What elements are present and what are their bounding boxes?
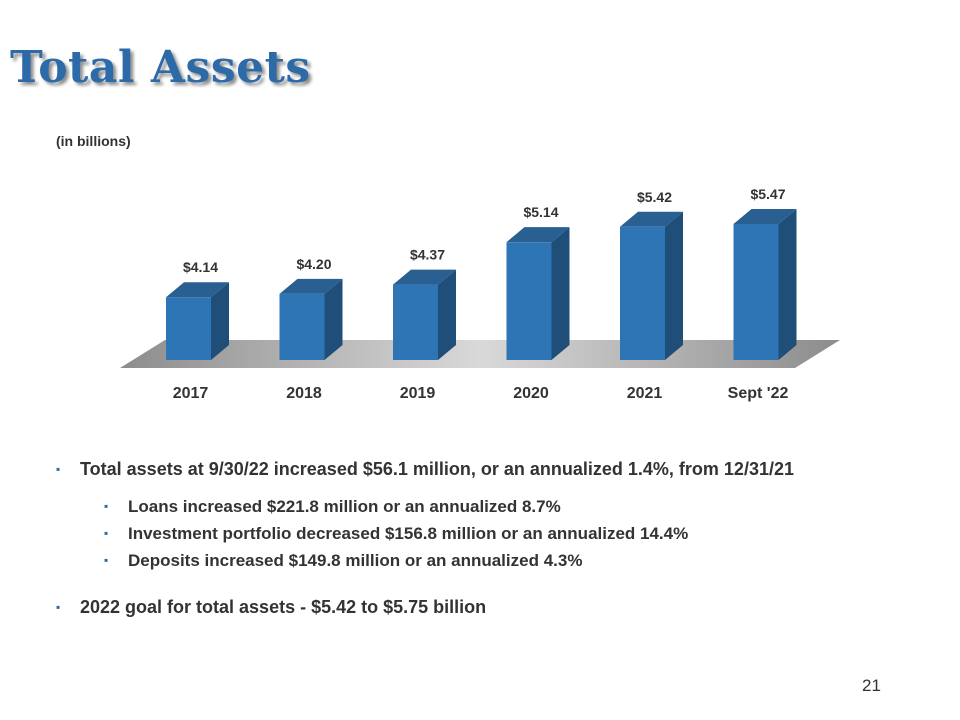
bar-group: $4.14 2017 xyxy=(166,259,229,402)
bar-top xyxy=(733,209,797,224)
category-label: 2020 xyxy=(513,385,549,402)
units-note: (in billions) xyxy=(56,133,131,149)
bar-side xyxy=(778,209,797,360)
sub-bullet-list: ▪ Loans increased $221.8 million or an a… xyxy=(56,493,906,574)
bar-group: $5.14 2020 xyxy=(506,204,570,402)
bar-side xyxy=(324,278,343,360)
bullet-main: ▪ Total assets at 9/30/22 increased $56.… xyxy=(56,452,906,487)
bullet-list: ▪ Total assets at 9/30/22 increased $56.… xyxy=(56,452,906,625)
data-label: $5.47 xyxy=(750,186,785,202)
bar-group: $4.20 2018 xyxy=(279,256,343,402)
bar-group: $5.42 2021 xyxy=(620,189,683,402)
data-label: $4.20 xyxy=(296,256,331,272)
bar-side xyxy=(211,282,229,360)
sub-bullet-item: ▪ Deposits increased $149.8 million or a… xyxy=(104,547,906,574)
bullet-main-text: Total assets at 9/30/22 increased $56.1 … xyxy=(80,459,794,479)
data-label: $5.42 xyxy=(637,189,672,205)
square-bullet-icon: ▪ xyxy=(104,553,109,567)
page-title: Total Assets xyxy=(10,42,311,93)
square-bullet-icon: ▪ xyxy=(56,600,61,614)
bar-top xyxy=(279,278,343,294)
category-label: 2021 xyxy=(627,385,663,402)
bar xyxy=(620,226,665,360)
data-label: $4.37 xyxy=(410,247,445,263)
bar xyxy=(166,297,211,360)
sub-bullet-text: Deposits increased $149.8 million or an … xyxy=(128,551,583,570)
bar-top xyxy=(166,282,229,298)
bar-side xyxy=(665,211,683,360)
bar-chart: $4.14 2017 $4.20 2018 $4.37 2019 $5.14 2020 $5.4… xyxy=(120,186,840,402)
bar-top xyxy=(506,227,570,243)
bar-side xyxy=(438,269,456,360)
bar-group: $4.37 2019 xyxy=(393,247,456,402)
bar xyxy=(733,224,779,360)
bar-top xyxy=(620,211,683,227)
bar xyxy=(506,242,552,360)
square-bullet-icon: ▪ xyxy=(104,526,109,540)
category-label: 2019 xyxy=(400,385,436,402)
square-bullet-icon: ▪ xyxy=(104,499,109,513)
page-number: 21 xyxy=(862,676,881,695)
sub-bullet-text: Loans increased $221.8 million or an ann… xyxy=(128,497,561,516)
bar-top xyxy=(393,269,456,285)
data-label: $5.14 xyxy=(523,204,558,220)
bullet-goal-text: 2022 goal for total assets - $5.42 to $5… xyxy=(80,597,487,617)
sub-bullet-item: ▪ Loans increased $221.8 million or an a… xyxy=(104,493,906,520)
bar-side xyxy=(551,227,570,360)
sub-bullet-text: Investment portfolio decreased $156.8 mi… xyxy=(128,524,689,543)
category-label: Sept '22 xyxy=(728,385,789,402)
bar xyxy=(279,293,325,360)
bar-group: $5.47 Sept '22 xyxy=(728,186,797,402)
bullet-goal: ▪ 2022 goal for total assets - $5.42 to … xyxy=(56,590,906,625)
data-label: $4.14 xyxy=(183,259,218,275)
bar xyxy=(393,284,438,360)
category-label: 2017 xyxy=(173,385,209,402)
square-bullet-icon: ▪ xyxy=(56,462,61,476)
category-label: 2018 xyxy=(286,385,322,402)
sub-bullet-item: ▪ Investment portfolio decreased $156.8 … xyxy=(104,520,906,547)
